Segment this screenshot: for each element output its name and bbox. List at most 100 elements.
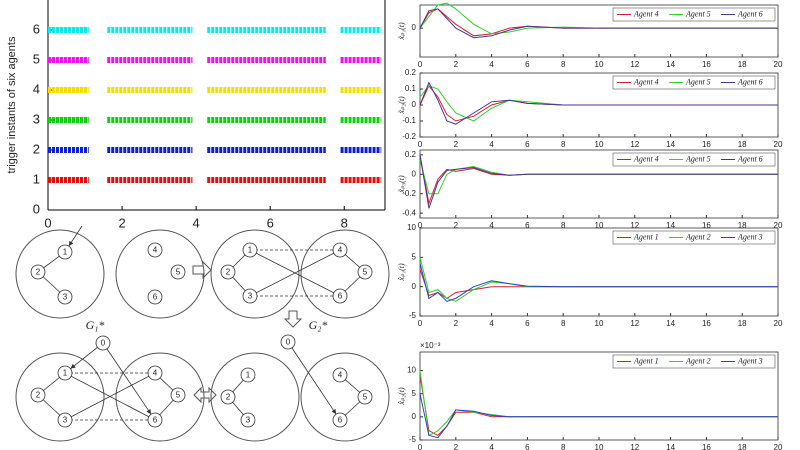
node — [57, 365, 73, 381]
x-tick-label: 0 — [418, 319, 423, 328]
x-tick-label: 8 — [561, 140, 566, 149]
block-arrows — [192, 260, 303, 404]
legend-label: Agent 3 — [737, 232, 763, 241]
x-tick-label: 0 — [418, 221, 423, 230]
legend-label: Agent 5 — [685, 77, 711, 86]
legend-label: Agent 1 — [633, 232, 659, 241]
node — [220, 389, 236, 405]
node-label: 5 — [363, 268, 368, 277]
node — [242, 242, 258, 258]
node — [332, 412, 348, 428]
legend-label: Agent 2 — [685, 232, 711, 241]
x-tick-label: 8 — [341, 215, 348, 230]
node-label: 1 — [63, 248, 68, 257]
node — [30, 387, 46, 403]
legend-label: Agent 4 — [633, 154, 659, 163]
node — [57, 412, 73, 428]
legend-label: Agent 6 — [737, 154, 763, 163]
x-tick-label: 2 — [454, 319, 459, 328]
y-tick-label: -0.2 — [402, 132, 416, 141]
series-line — [419, 263, 778, 302]
series-line — [419, 393, 778, 439]
y-tick-label: -5 — [409, 311, 417, 320]
y-tick-label: -5 — [409, 435, 417, 444]
node-label: 4 — [338, 246, 343, 255]
y-tick-label: 5 — [412, 389, 417, 398]
x-tick-label: 18 — [738, 140, 747, 149]
node — [170, 387, 186, 403]
legend-box — [612, 354, 776, 369]
node — [332, 288, 348, 304]
y-axis-label: x̃ₚ₂(t) — [397, 96, 406, 115]
y-tick-label: 6 — [33, 21, 40, 36]
x-tick-label: 4 — [489, 319, 494, 328]
legend-label: Agent 6 — [737, 77, 763, 86]
group-circle — [210, 352, 300, 442]
edge — [249, 249, 341, 297]
x-tick-label: 12 — [630, 443, 639, 450]
legend-label: Agent 4 — [633, 9, 659, 18]
arrow-both — [193, 386, 217, 404]
x-tick-label: 14 — [666, 443, 675, 450]
node-label: 4 — [153, 246, 158, 255]
x-tick-label: 10 — [595, 60, 604, 69]
x-tick-label: 0 — [418, 443, 423, 450]
y-axis-label: x̂ₚ₁(t) — [397, 263, 406, 282]
node — [240, 367, 256, 383]
y-tick-label: 10 — [407, 366, 416, 375]
node-label: 1 — [63, 369, 68, 378]
group-circle — [210, 229, 300, 319]
legend-label: Agent 1 — [633, 356, 659, 365]
x-tick-label: 20 — [774, 221, 783, 230]
x-tick-label: 18 — [738, 221, 747, 230]
series-line — [419, 375, 778, 437]
legend-label: Agent 3 — [737, 356, 763, 365]
legend-label: Agent 2 — [685, 356, 711, 365]
x-tick-label: 18 — [738, 443, 747, 450]
group-circle — [115, 229, 205, 319]
x-tick-label: 14 — [666, 60, 675, 69]
x-tick-label: 2 — [454, 443, 459, 450]
x-tick-label: 2 — [118, 215, 125, 230]
x-tick-label: 20 — [774, 140, 783, 149]
node-label: 2 — [226, 268, 231, 277]
y-tick-label: 2 — [33, 141, 40, 156]
node — [357, 389, 373, 405]
x-tick-label: 18 — [738, 60, 747, 69]
arrow-right — [192, 260, 212, 280]
node — [240, 412, 256, 428]
x-tick-label: 12 — [630, 60, 639, 69]
node — [242, 288, 258, 304]
edge — [102, 342, 152, 415]
x-tick-label: 12 — [630, 319, 639, 328]
node-label: 3 — [63, 293, 68, 302]
y-tick-label: 0 — [33, 201, 40, 216]
node-label: 2 — [36, 268, 41, 277]
node-label: 0 — [101, 339, 106, 348]
node — [57, 289, 73, 305]
node-label: 3 — [63, 416, 68, 425]
legend-label: Agent 4 — [633, 77, 659, 86]
group-circle — [15, 352, 105, 442]
y-tick-label: -0.4 — [402, 208, 416, 217]
y-tick-label: 4 — [33, 81, 40, 96]
series-line — [419, 257, 778, 302]
x-tick-label: 10 — [595, 221, 604, 230]
series-line — [419, 81, 778, 125]
y-tick-label: 5 — [33, 51, 40, 66]
axis-annotation: ×10⁻³ — [420, 341, 441, 350]
node — [147, 412, 163, 428]
node-label: 4 — [153, 369, 158, 378]
x-tick-label: 4 — [489, 443, 494, 450]
series-line — [419, 268, 778, 299]
node-label: 4 — [338, 371, 343, 380]
x-tick-label: 6 — [525, 221, 530, 230]
node — [220, 264, 236, 280]
legend-label: Agent 5 — [685, 9, 711, 18]
x-tick-label: 2 — [454, 60, 459, 69]
y-axis-label: trigger instants of six agents — [6, 36, 18, 173]
node-label: 6 — [338, 416, 343, 425]
x-tick-label: 16 — [702, 60, 711, 69]
x-tick-label: 14 — [666, 140, 675, 149]
x-tick-label: 6 — [525, 60, 530, 69]
